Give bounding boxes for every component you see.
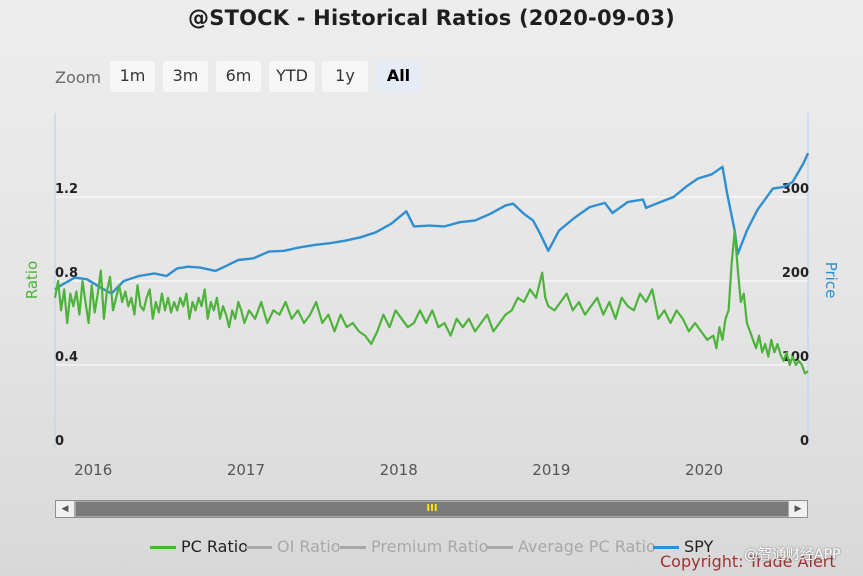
scroll-right-icon[interactable]: ▶	[789, 501, 807, 517]
x-tick-label: 2017	[227, 461, 265, 479]
legend-item-premium-ratio[interactable]: Premium Ratio	[340, 537, 488, 559]
legend-label: PC Ratio	[181, 537, 248, 556]
zoom-1y-button[interactable]: 1y	[322, 61, 368, 92]
legend-label: OI Ratio	[277, 537, 341, 556]
x-tick-label: 2018	[380, 461, 418, 479]
left-tick-label: 0	[55, 434, 64, 449]
left-tick-label: 0.4	[55, 350, 78, 365]
series-line-spy[interactable]	[54, 152, 810, 295]
watermark-text: @智通财经APP	[744, 547, 841, 563]
legend-swatch	[246, 546, 272, 549]
legend-item-average-pc-ratio[interactable]: Average PC Ratio	[487, 537, 656, 559]
legend-swatch	[150, 546, 176, 549]
legend-swatch	[487, 546, 513, 549]
right-tick-label: 0	[800, 434, 809, 449]
grid-lines	[55, 196, 808, 366]
left-axis-ticks: 0 0.4 0.8 1.2	[55, 182, 78, 449]
x-tick-label: 2016	[74, 461, 112, 479]
zoom-1m-button[interactable]: 1m	[110, 61, 155, 92]
zoom-label: Zoom	[55, 68, 102, 87]
right-tick-label: 200	[782, 266, 809, 281]
legend-item-pc-ratio[interactable]: PC Ratio	[150, 537, 248, 559]
y-axis-title-left: Ratio	[23, 261, 41, 300]
chart-title: @STOCK - Historical Ratios (2020-09-03)	[188, 6, 675, 30]
navigator-scrollbar[interactable]: ◀ III ▶	[55, 500, 808, 518]
y-axis-title-right: Price	[822, 262, 840, 299]
zoom-all-button[interactable]: All	[376, 61, 421, 92]
x-axis-ticks: 2016 2017 2018 2019 2020	[74, 461, 723, 479]
legend-swatch	[340, 546, 366, 549]
legend-label: Premium Ratio	[371, 537, 489, 556]
legend-item-oi-ratio[interactable]: OI Ratio	[246, 537, 340, 559]
x-tick-label: 2020	[685, 461, 723, 479]
legend-swatch	[653, 546, 679, 549]
right-tick-label: 300	[782, 182, 809, 197]
legend-item-spy[interactable]: SPY	[653, 537, 713, 559]
legend-label: Average PC Ratio	[518, 537, 656, 556]
scrollbar-thumb[interactable]: III	[76, 502, 788, 516]
zoom-ytd-button[interactable]: YTD	[269, 61, 315, 92]
legend-label: SPY	[684, 537, 714, 556]
x-tick-label: 2019	[532, 461, 570, 479]
scroll-left-icon[interactable]: ◀	[56, 501, 74, 517]
left-tick-label: 0.8	[55, 266, 78, 281]
scrollbar-grip-icon[interactable]: III	[426, 503, 438, 514]
zoom-6m-button[interactable]: 6m	[216, 61, 261, 92]
copyright-text: Copyright: Trade Alert	[660, 552, 836, 571]
zoom-3m-button[interactable]: 3m	[163, 61, 208, 92]
series-line-pc-ratio[interactable]	[53, 229, 809, 375]
left-tick-label: 1.2	[55, 182, 78, 197]
